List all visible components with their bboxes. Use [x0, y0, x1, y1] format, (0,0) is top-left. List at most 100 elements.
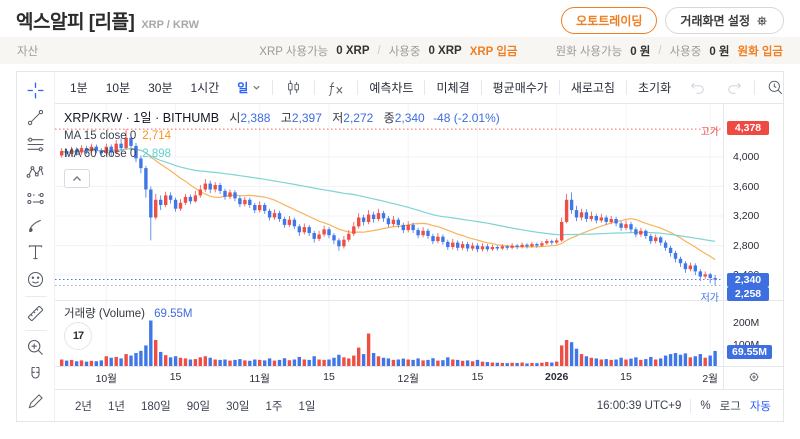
- magnet-tool-icon[interactable]: [21, 361, 51, 388]
- legend-symbol-title[interactable]: XRP/KRW · 1일 · BITHUMB: [64, 111, 220, 125]
- interval-1min[interactable]: 1분: [70, 81, 88, 95]
- ma60-value: 2,898: [142, 148, 172, 161]
- bottom-bar-right: 16:00:39 UTC+9 % 로그 자동: [597, 398, 773, 414]
- open-label: 시: [229, 111, 241, 125]
- range-180d-button[interactable]: 180일: [140, 400, 171, 413]
- zoom-in-tool-icon[interactable]: [21, 334, 51, 361]
- clock-time[interactable]: 16:00:39 UTC+9: [597, 400, 682, 412]
- open-orders-button[interactable]: 미체결: [436, 81, 470, 95]
- page-header: 엑스알피 [리플] XRP / KRW 오토트레이딩 거래화면 설정: [0, 0, 800, 37]
- screen-settings-label: 거래화면 설정: [680, 14, 750, 28]
- slash-separator: /: [658, 44, 662, 57]
- percent-scale-toggle[interactable]: %: [700, 399, 711, 412]
- price-axis-scale[interactable]: 4,378 2,340 2,258 4,0003,6003,2002,8002,…: [724, 104, 783, 301]
- range-1w-button[interactable]: 1주: [265, 400, 283, 413]
- text-tool-icon[interactable]: [21, 239, 51, 266]
- interval-selected-label: 일: [237, 81, 249, 95]
- price-chart-canvas[interactable]: [55, 104, 723, 300]
- xrp-in-use-value: 0 XRP: [428, 44, 462, 57]
- chart-panes: 고가 저가 XRP/KRW · 1일 · BITHUMB 시2,388 고2,3…: [55, 104, 723, 389]
- legend-collapse-button[interactable]: [64, 169, 90, 188]
- time-tick-label: 10월: [95, 373, 117, 385]
- chart-bottom-bar: 2년 1년 180일 90일 30일 1주 1일 16:00:39 UTC+9 …: [55, 389, 783, 421]
- chart-body: 고가 저가 XRP/KRW · 1일 · BITHUMB 시2,388 고2,3…: [55, 104, 783, 389]
- volume-axis-label: 200M: [733, 317, 760, 329]
- interval-selected-day[interactable]: 일: [228, 72, 270, 103]
- price-axis-label: 3,600: [733, 180, 760, 193]
- fib-retracement-tool-icon[interactable]: [21, 131, 51, 158]
- high-price-badge: 4,378: [727, 121, 769, 136]
- volume-legend: 거래량 (Volume) 69.55M: [64, 305, 193, 321]
- toolbar-divider: [24, 330, 47, 331]
- close-label: 종: [383, 111, 395, 125]
- tradingview-logo[interactable]: 17: [64, 322, 92, 350]
- time-axis[interactable]: 10월 15 11월 15 12월 15 2026 15 2월: [55, 366, 723, 387]
- forecast-chart-button[interactable]: 예측차트: [369, 81, 414, 95]
- auto-scale-toggle[interactable]: 자동: [749, 400, 771, 413]
- interval-30min[interactable]: 30분: [148, 81, 173, 95]
- krw-deposit-link[interactable]: 원화 입금: [737, 45, 783, 58]
- ma15-label: MA 15 close 0: [64, 130, 137, 143]
- interval-1hour[interactable]: 1시간: [190, 81, 220, 95]
- log-scale-toggle[interactable]: 로그: [719, 400, 741, 413]
- time-tick-label: 15: [169, 371, 182, 383]
- range-2y-button[interactable]: 2년: [75, 400, 92, 413]
- time-tick-label: 15: [323, 371, 335, 383]
- high-price-side-label: 고가: [700, 127, 719, 139]
- screen-settings-button[interactable]: 거래화면 설정: [665, 7, 784, 34]
- xrp-available-value: 0 XRP: [336, 44, 370, 57]
- candle-style-icon[interactable]: [275, 72, 312, 103]
- interval-10min[interactable]: 10분: [105, 81, 131, 95]
- toolbar-separator: [625, 80, 627, 95]
- low-price-badge: 2,258: [727, 286, 769, 301]
- range-90d-button[interactable]: 90일: [186, 400, 211, 413]
- redo-icon[interactable]: [716, 79, 752, 97]
- chart-settings-gear-icon[interactable]: [794, 78, 800, 97]
- toolbar-separator: [424, 80, 426, 95]
- xabcd-pattern-tool-icon[interactable]: [21, 158, 51, 185]
- avg-buy-price-button[interactable]: 평균매수가: [492, 81, 548, 95]
- emoji-tool-icon[interactable]: [21, 266, 51, 293]
- range-1d-button[interactable]: 1일: [298, 400, 316, 413]
- time-tick-label: 2026: [545, 371, 569, 383]
- range-30d-button[interactable]: 30일: [226, 400, 250, 413]
- toolbar-separator: [314, 80, 316, 95]
- trend-line-tool-icon[interactable]: [21, 104, 51, 131]
- go-to-date-icon[interactable]: [757, 78, 794, 97]
- brush-tool-icon[interactable]: [21, 212, 51, 239]
- undo-icon[interactable]: [680, 79, 716, 97]
- price-pane[interactable]: 고가 저가 XRP/KRW · 1일 · BITHUMB 시2,388 고2,3…: [55, 104, 723, 304]
- xrp-in-use-label: 사용중: [388, 45, 421, 58]
- reset-button[interactable]: 초기화: [637, 81, 672, 95]
- low-value: 2,272: [343, 111, 374, 125]
- price-axis-label: 3,200: [733, 210, 760, 223]
- volume-pane[interactable]: 거래량 (Volume) 69.55M 17: [55, 300, 723, 366]
- price-scale-settings-icon[interactable]: [747, 370, 761, 384]
- indicators-fx-icon[interactable]: [317, 72, 355, 103]
- drawing-toolbar: [17, 72, 55, 421]
- toolbar-separator: [754, 80, 756, 95]
- xrp-available-label: XRP 사용가능: [259, 45, 329, 58]
- volume-axis-scale[interactable]: 69.55M 200M100M: [724, 300, 783, 366]
- krw-in-use-value: 0 원: [709, 45, 730, 58]
- price-axis-column[interactable]: 4,378 2,340 2,258 4,0003,6003,2002,8002,…: [723, 104, 783, 389]
- clock-timezone: UTC+9: [644, 399, 682, 412]
- autotrading-button[interactable]: 오토트레이딩: [561, 7, 658, 34]
- forecast-tool-icon[interactable]: [21, 185, 51, 212]
- measure-ruler-tool-icon[interactable]: [21, 300, 51, 327]
- toolbar-right-group: [680, 78, 800, 97]
- time-tick-label: 11월: [249, 373, 270, 385]
- crosshair-tool-icon[interactable]: [21, 77, 51, 104]
- toolbar-separator: [558, 80, 560, 95]
- time-tick-label: 15: [471, 371, 484, 383]
- xrp-deposit-link[interactable]: XRP 입금: [469, 45, 518, 58]
- clock-time-value: 16:00:39: [596, 399, 642, 412]
- chevron-down-icon[interactable]: [252, 83, 261, 92]
- refresh-button[interactable]: 새로고침: [570, 81, 615, 95]
- volume-chart-canvas[interactable]: [55, 301, 723, 366]
- low-label: 저: [332, 111, 344, 125]
- autotrading-button-label: 오토트레이딩: [576, 14, 643, 28]
- pencil-tool-icon[interactable]: [21, 388, 51, 415]
- range-1y-button[interactable]: 1년: [107, 400, 125, 413]
- toolbar-separator: [357, 80, 359, 95]
